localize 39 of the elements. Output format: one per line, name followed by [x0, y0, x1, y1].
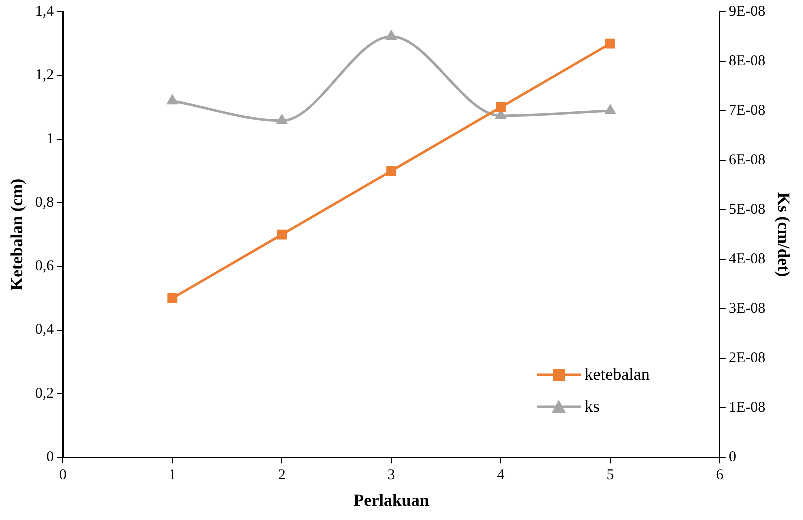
x-tick-label: 2	[278, 468, 286, 484]
y2-tick-label: 0	[728, 450, 736, 466]
x-axis-title: Perlakuan	[354, 491, 430, 510]
y2-tick-label: 2E-08	[728, 350, 766, 367]
x-tick-label: 4	[497, 468, 506, 484]
x-tick-label: 3	[388, 468, 396, 484]
point	[385, 30, 398, 40]
point	[276, 114, 288, 124]
y-tick-label: 0	[46, 450, 54, 466]
point	[606, 38, 616, 49]
x-tick-label: 1	[168, 468, 176, 484]
point	[386, 166, 396, 176]
y2-axis-title: Ks (cm/det)	[774, 192, 794, 278]
y-tick-label: 0,8	[35, 194, 54, 211]
y-tick-label: 0,2	[35, 386, 54, 402]
y2-tick-label: 3E-08	[728, 301, 766, 318]
y2-tick-label: 7E-08	[728, 102, 766, 119]
y-tick-label: 1,4	[35, 4, 55, 20]
x-tick-label: 6	[716, 468, 724, 484]
point	[166, 94, 179, 105]
y2-tick-label: 8E-08	[728, 53, 766, 70]
legend-label: ketebalan	[584, 364, 650, 385]
y-axis-title: Ketebalan (cm)	[8, 178, 27, 291]
y-tick-label: 0,6	[35, 258, 55, 275]
point	[496, 102, 506, 112]
y-tick-label: 1,2	[35, 68, 54, 84]
point	[604, 104, 617, 115]
y2-tick-label: 1E-08	[728, 400, 766, 416]
legend-label: ks	[584, 396, 600, 417]
y-tick-label: 0,4	[35, 322, 55, 338]
x-tick-label: 5	[606, 468, 614, 484]
y2-tick-label: 4E-08	[728, 251, 766, 268]
x-tick-label: 0	[59, 468, 67, 484]
y2-tick-label: 5E-08	[728, 202, 766, 218]
point	[277, 230, 288, 240]
point	[168, 294, 178, 304]
y2-tick-label: 9E-08	[728, 4, 766, 20]
y-tick-label: 1	[46, 131, 54, 148]
y2-tick-label: 6E-08	[728, 152, 766, 168]
